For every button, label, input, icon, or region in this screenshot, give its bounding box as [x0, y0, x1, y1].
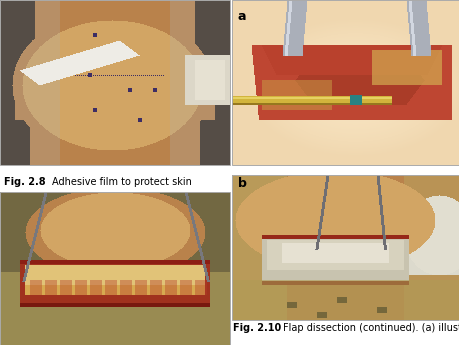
Text: Fig. 2.10: Fig. 2.10 — [233, 323, 281, 333]
Text: Flap dissection (continued). (a) illustration, (b) photo: Flap dissection (continued). (a) illustr… — [283, 323, 459, 333]
Bar — [232, 175, 459, 320]
Text: Fig. 2.8: Fig. 2.8 — [4, 177, 45, 187]
Text: Adhesive film to protect skin: Adhesive film to protect skin — [52, 177, 192, 187]
Bar — [0, 0, 230, 165]
Bar — [0, 192, 230, 345]
Text: a: a — [238, 10, 246, 23]
Text: b: b — [238, 177, 247, 190]
Bar — [232, 0, 459, 165]
